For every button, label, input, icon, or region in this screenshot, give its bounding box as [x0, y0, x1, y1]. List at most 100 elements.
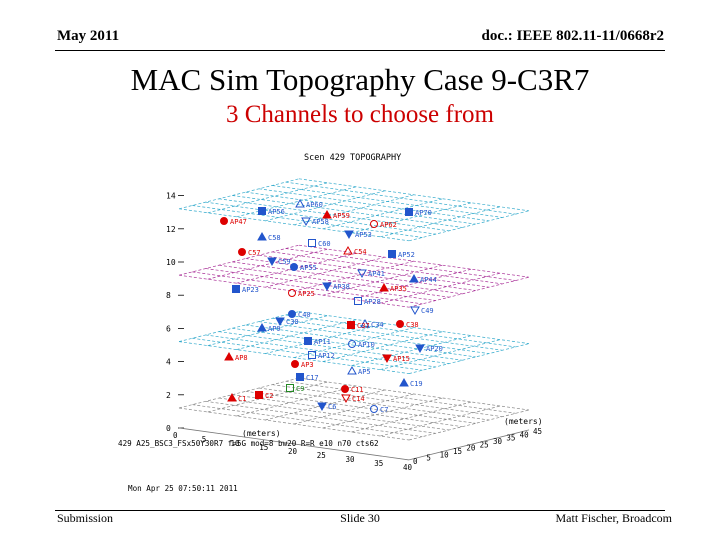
node-label: AP25: [298, 290, 315, 298]
z-tick-label: 6: [166, 324, 171, 333]
node-label: AP58: [312, 218, 329, 226]
header-date: May 2011: [57, 28, 120, 44]
x-tick-label: 15: [259, 443, 268, 452]
grid-line: [265, 190, 386, 222]
node-marker: [370, 405, 378, 413]
node-marker: [357, 269, 367, 279]
grid-line: [207, 315, 328, 346]
node-label: AP28: [364, 298, 381, 306]
node-marker: [396, 320, 404, 328]
grid-line: [178, 407, 410, 441]
grid-line: [232, 261, 463, 295]
node-label: C58: [268, 234, 281, 242]
y-tick-label: 40: [520, 430, 530, 439]
grid-line: [245, 324, 476, 358]
slide-subtitle: 3 Channels to choose from: [225, 101, 494, 128]
node-marker: [382, 354, 392, 364]
grid-line: [322, 397, 443, 429]
y-tick-label: 30: [493, 437, 503, 446]
grid-line: [293, 393, 415, 425]
footer-submission: Submission: [57, 511, 114, 525]
node-label: AP55: [300, 264, 317, 272]
node-marker: [291, 360, 299, 368]
y-tick-label: 0: [413, 457, 418, 466]
grid-line: [408, 409, 530, 441]
grid-line: [351, 401, 472, 433]
node-marker: [232, 285, 240, 293]
node-marker: [409, 273, 419, 283]
node-label: C37: [357, 322, 370, 330]
node-marker: [415, 344, 425, 354]
node-marker: [341, 394, 351, 404]
node-label: C60: [318, 240, 331, 248]
node-marker: [322, 209, 332, 219]
node-marker: [388, 250, 396, 258]
y-tick-label: 45: [533, 427, 542, 436]
grid-line: [272, 317, 503, 351]
node-label: AP38: [333, 283, 350, 291]
z-tick-label: 10: [166, 258, 176, 267]
grid-line: [205, 334, 436, 368]
grid-line: [322, 331, 443, 362]
grid-line: [245, 390, 476, 424]
node-marker: [238, 248, 246, 256]
grid-line: [380, 206, 501, 238]
grid-line: [285, 248, 516, 281]
node-marker: [405, 208, 413, 216]
node-labels: AP60 AP56 AP47 AP58 AP59 AP70 AP62 AP53 C58 C60 C5…: [220, 198, 443, 414]
grid-line: [408, 276, 530, 308]
y-axis-label: (meters): [504, 417, 543, 426]
grid-line: [205, 400, 436, 434]
node-label: C54: [354, 248, 367, 256]
timestamp: Mon Apr 25 07:50:11 2011: [128, 484, 238, 493]
node-marker: [290, 263, 298, 271]
node-marker: [301, 217, 311, 227]
node-label: C34: [371, 321, 384, 329]
node-marker: [296, 373, 304, 381]
header-doc-id: doc.: IEEE 802.11-11/0668r2: [481, 28, 664, 44]
node-marker: [379, 282, 389, 292]
node-marker: [360, 318, 370, 328]
grid-line: [207, 248, 328, 280]
node-marker: [304, 337, 312, 345]
grid-line: [178, 178, 300, 210]
grid-line: [192, 404, 423, 438]
grid-line: [285, 314, 516, 348]
grid-line: [232, 394, 463, 428]
grid-line: [351, 268, 472, 300]
grid-plane: [178, 311, 530, 374]
x-tick-label: 20: [288, 447, 298, 456]
grid-line: [258, 254, 490, 288]
node-label: AP56: [268, 208, 285, 216]
node-marker: [308, 239, 316, 247]
node-marker: [410, 306, 420, 316]
node-label: AP10: [358, 341, 375, 349]
grid-line: [205, 201, 436, 235]
node-label: C1: [238, 395, 246, 403]
node-marker: [267, 257, 277, 267]
footer-author: Matt Fischer, Broadcom: [555, 511, 673, 525]
node-label: AP20: [426, 345, 443, 353]
grid-line: [322, 198, 443, 230]
node-marker: [347, 365, 357, 375]
node-label: C6: [328, 403, 336, 411]
node-label: C59: [278, 258, 291, 266]
grid-line: [178, 274, 410, 308]
grid-line: [408, 210, 530, 242]
grid-line: [380, 405, 501, 437]
slide-title: MAC Sim Topography Case 9-C3R7: [130, 62, 590, 97]
x-axis-label: (meters): [242, 429, 281, 438]
node-label: AP62: [380, 221, 397, 229]
node-label: C57: [248, 249, 261, 257]
grid-line: [207, 182, 328, 214]
node-label: AP35: [390, 285, 407, 293]
grid-line: [178, 341, 410, 374]
grid-line: [272, 185, 503, 218]
grid-line: [380, 272, 501, 304]
y-tick-label: 10: [440, 450, 450, 459]
node-marker: [275, 317, 285, 327]
node-marker: [341, 385, 349, 393]
footer-slide-number: Slide 30: [340, 511, 380, 525]
x-tick-label: 0: [173, 431, 178, 440]
